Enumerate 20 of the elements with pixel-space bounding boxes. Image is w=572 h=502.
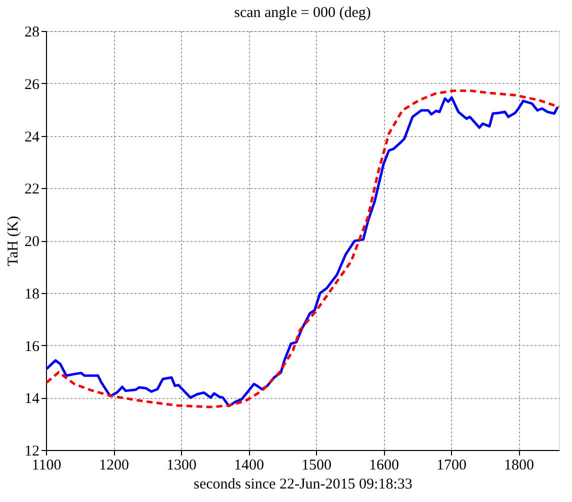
x-tick-label: 1100 (32, 458, 62, 474)
y-tick-label: 14 (24, 391, 40, 408)
y-tick-label: 26 (24, 76, 40, 93)
y-tick-label: 18 (24, 286, 40, 302)
y-tick-label: 28 (24, 24, 40, 40)
y-tick-label: 22 (24, 182, 40, 198)
x-tick-label: 1400 (234, 458, 264, 474)
y-tick-label: 16 (24, 338, 40, 355)
x-tick-label: 1200 (99, 458, 129, 474)
x-tick-label: 1300 (166, 458, 196, 474)
x-axis-title: seconds since 22-Jun-2015 09:18:33 (194, 476, 412, 492)
x-tick-label: 1800 (504, 458, 534, 474)
y-tick-label: 20 (24, 234, 40, 250)
y-axis-title: TaH (K) (6, 216, 22, 266)
x-tick-label: 1600 (369, 458, 399, 474)
chart-title: scan angle = 000 (deg) (234, 5, 371, 21)
y-tick-label: 12 (24, 444, 40, 460)
x-tick-label: 1700 (436, 458, 466, 474)
x-tick-label: 1500 (302, 458, 332, 474)
y-tick-label: 24 (24, 129, 40, 146)
